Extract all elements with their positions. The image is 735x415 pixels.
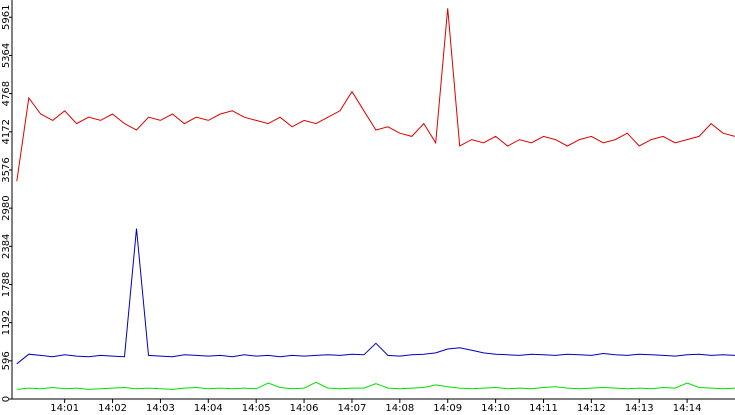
x-tick-label: 14:13 xyxy=(625,403,654,414)
y-tick-label: 1788 xyxy=(1,272,12,297)
x-tick-label: 14:06 xyxy=(290,403,319,414)
x-tick-label: 14:04 xyxy=(194,403,223,414)
x-tick-label: 14:09 xyxy=(433,403,462,414)
y-tick-label: 1192 xyxy=(1,310,12,335)
x-tick-label: 14:01 xyxy=(50,403,79,414)
y-tick-label: 5961 xyxy=(1,5,12,30)
x-tick-label: 14:03 xyxy=(146,403,175,414)
y-tick-label: 4768 xyxy=(1,81,12,106)
y-tick-label: 2980 xyxy=(1,195,12,220)
x-tick-label: 14:02 xyxy=(98,403,127,414)
y-tick-label: 4172 xyxy=(1,119,12,144)
x-tick-label: 14:08 xyxy=(385,403,414,414)
x-tick-label: 14:14 xyxy=(673,403,702,414)
y-tick-label: 596 xyxy=(1,351,12,370)
series-line xyxy=(16,228,735,365)
x-tick-label: 14:05 xyxy=(242,403,271,414)
y-tick-label: 2384 xyxy=(1,234,12,259)
x-tick-label: 14:10 xyxy=(481,403,510,414)
series-line xyxy=(16,8,735,182)
x-tick-label: 14:11 xyxy=(529,403,558,414)
series-line xyxy=(16,381,735,390)
x-tick-label: 14:07 xyxy=(338,403,367,414)
y-tick-label: 0 xyxy=(1,396,12,402)
y-tick-label: 3576 xyxy=(1,157,12,182)
y-tick-label: 5364 xyxy=(1,43,12,68)
x-tick-label: 14:12 xyxy=(577,403,606,414)
